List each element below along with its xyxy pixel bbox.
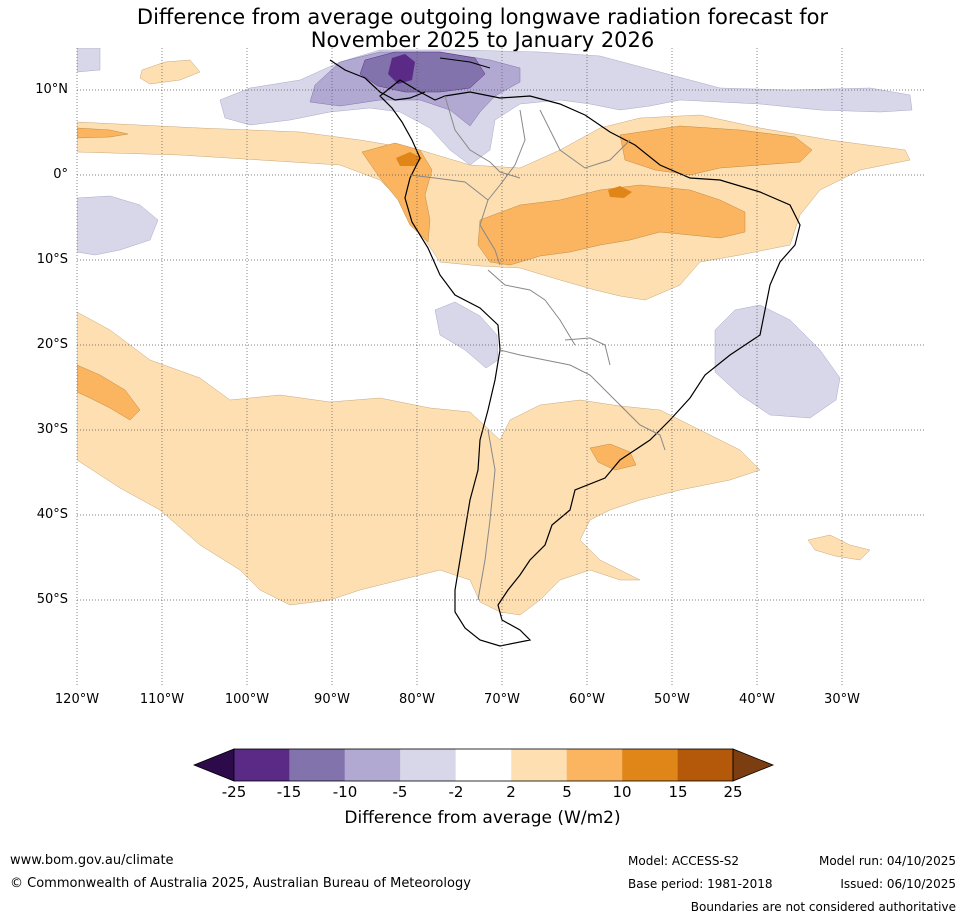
colorbar-box <box>455 749 512 781</box>
lat-label-10s: 10°S <box>36 252 68 267</box>
colorbar-tick: 25 <box>723 783 743 801</box>
colorbar-box <box>344 749 401 781</box>
colorbar-tick: 15 <box>668 783 688 801</box>
anomaly-region-purple-3 <box>388 54 415 84</box>
map-title-line-1: Difference from average outgoing longwav… <box>136 5 829 29</box>
copyright-text: © Commonwealth of Australia 2025, Austra… <box>10 876 471 891</box>
colorbar-box <box>566 749 623 781</box>
colorbar-tick: -5 <box>392 783 408 801</box>
colorbar-box <box>677 749 733 781</box>
lon-label-70w: 70°W <box>484 692 520 707</box>
anomaly-region-dark-orange-1 <box>396 152 422 166</box>
lat-label-40s: 40°S <box>36 507 68 522</box>
lon-label-40w: 40°W <box>739 692 775 707</box>
anomaly-region-dark-orange-2 <box>608 186 632 198</box>
lat-label-50s: 50°S <box>36 592 68 607</box>
anomaly-region-light-orange-npac <box>139 59 201 85</box>
colorbar-tick: 2 <box>506 783 516 801</box>
country-boundaries <box>409 95 666 601</box>
anomaly-region-orange-1 <box>477 184 746 266</box>
coastline <box>329 57 801 647</box>
anomaly-region-light-orange-atlantic <box>807 534 871 561</box>
colorbar-box <box>622 749 678 781</box>
lon-label-30w: 30°W <box>824 692 860 707</box>
anomaly-region-light-purple-chile <box>434 301 499 369</box>
anomaly-region-orange-6 <box>77 127 129 139</box>
anomaly-region-light-purple-ne <box>77 48 101 73</box>
map-title-line-2: November 2025 to January 2026 <box>310 28 655 52</box>
anomaly-region-orange-4 <box>77 364 141 421</box>
colorbar-label: Difference from average (W/m2) <box>344 808 621 828</box>
lon-label-100w: 100°W <box>224 692 270 707</box>
lon-label-50w: 50°W <box>654 692 690 707</box>
anomaly-region-light-orange-south <box>77 311 761 616</box>
colorbar-box <box>289 749 345 781</box>
anomaly-region-orange-5 <box>589 443 637 471</box>
colorbar-extend-high <box>732 748 775 782</box>
colorbar-box <box>234 749 290 781</box>
lat-label-20s: 20°S <box>36 337 68 352</box>
issued-text: Issued: 06/10/2025 <box>840 877 956 891</box>
colorbar-tick: 10 <box>612 783 632 801</box>
anomaly-region-orange-2 <box>619 125 813 176</box>
website-link[interactable]: www.bom.gov.au/climate <box>10 853 174 868</box>
disclaimer-text: Boundaries are not considered authoritat… <box>690 900 956 914</box>
colorbar-tick: -15 <box>276 783 302 801</box>
colorbar <box>192 748 775 782</box>
lon-label-80w: 80°W <box>399 692 435 707</box>
colorbar-tick: -25 <box>221 783 247 801</box>
anomaly-region-light-purple-west <box>77 195 159 256</box>
lon-label-120w: 120°W <box>54 692 100 707</box>
colorbar-box <box>400 749 456 781</box>
graticule <box>76 48 926 685</box>
lon-label-60w: 60°W <box>569 692 605 707</box>
lat-label-10n: 10°N <box>35 82 68 97</box>
colorbar-outline <box>233 748 734 782</box>
base-period-text: Base period: 1981-2018 <box>628 877 773 891</box>
lon-label-90w: 90°W <box>314 692 350 707</box>
anomaly-region-purple-2 <box>359 51 486 93</box>
model-run-text: Model run: 04/10/2025 <box>818 854 956 868</box>
lat-label-30s: 30°S <box>36 422 68 437</box>
model-text: Model: ACCESS-S2 <box>628 854 740 868</box>
anomaly-region-light-purple-atlantic <box>714 304 841 419</box>
lon-label-110w: 110°W <box>139 692 185 707</box>
colorbar-tick: -2 <box>448 783 464 801</box>
lat-label-0: 0° <box>53 167 68 182</box>
colorbar-extend-low <box>192 748 235 782</box>
colorbar-box <box>511 749 567 781</box>
colorbar-tick: -10 <box>332 783 358 801</box>
colorbar-tick: 5 <box>562 783 572 801</box>
